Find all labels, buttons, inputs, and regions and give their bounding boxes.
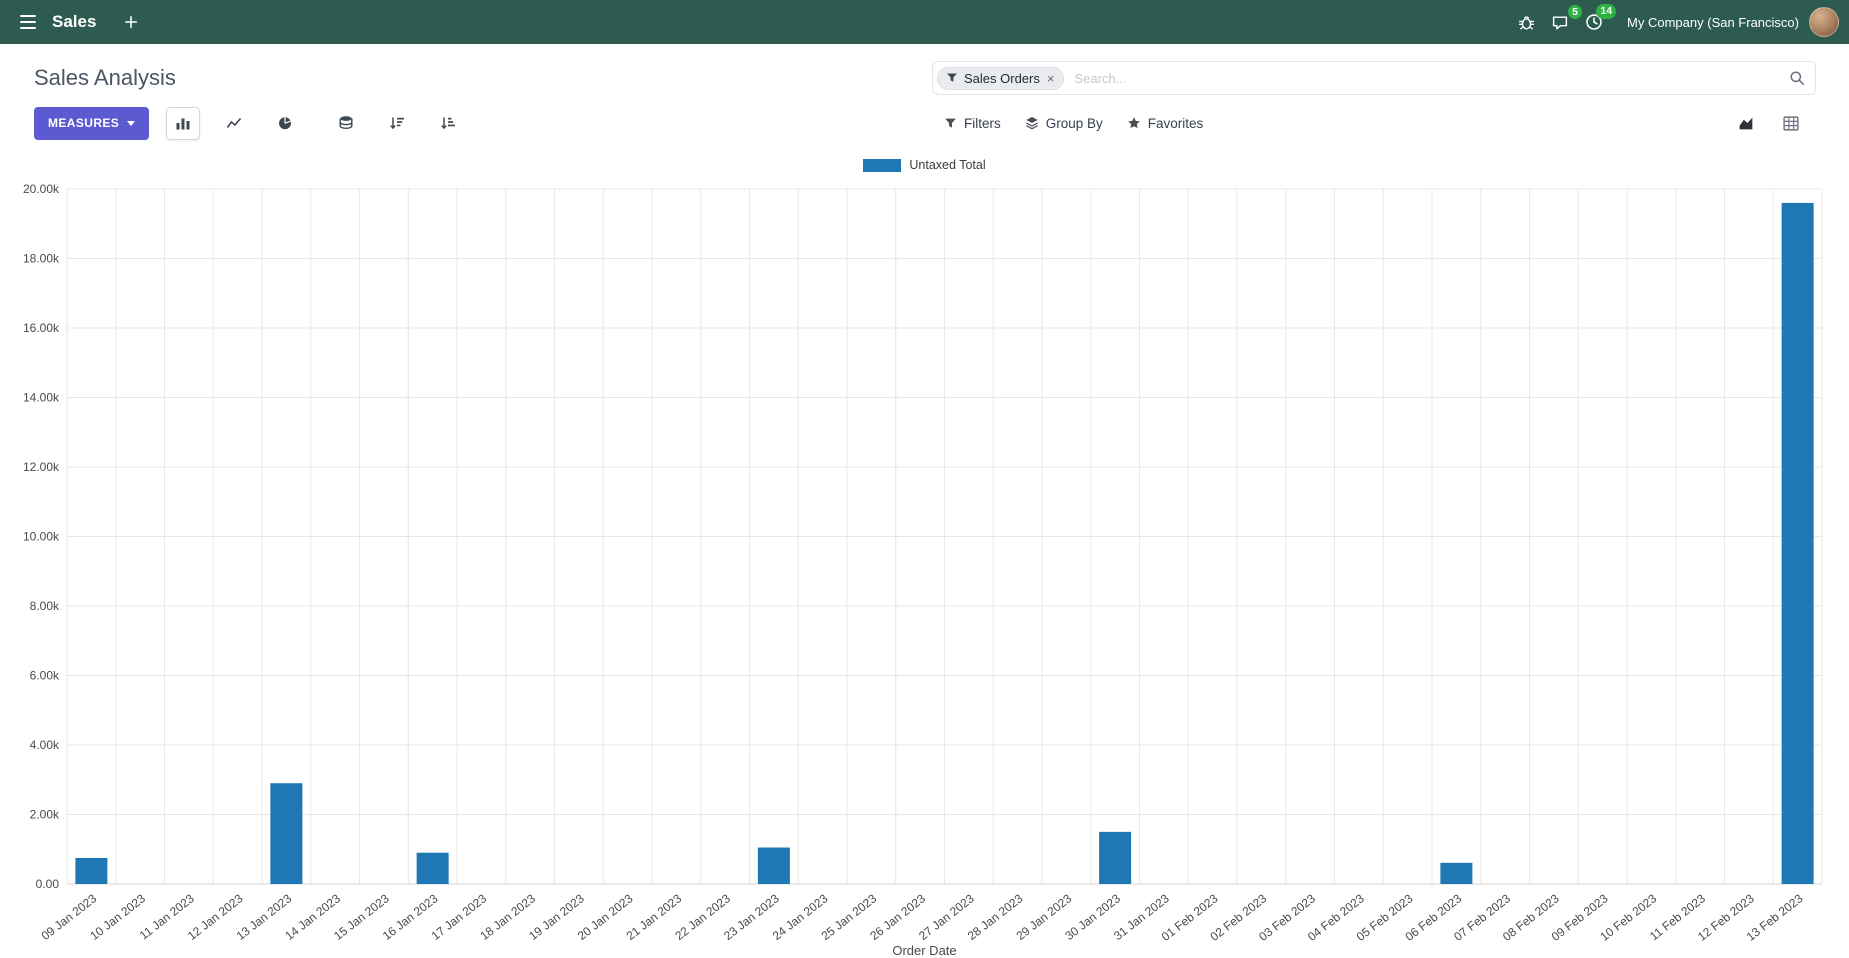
sort-ascending-button[interactable] [431, 107, 465, 140]
bar[interactable] [1781, 202, 1814, 884]
group-by-label: Group By [1045, 115, 1103, 131]
activities-button[interactable]: 14 [1579, 4, 1617, 37]
activities-badge: 14 [1596, 4, 1617, 19]
chart-legend[interactable]: Untaxed Total [0, 157, 1849, 173]
legend-label: Untaxed Total [909, 158, 986, 172]
top-nav: Sales 5 14 M [0, 0, 1849, 44]
y-tick-label: 16.00k [23, 321, 60, 335]
line-chart-mode-button[interactable] [217, 107, 251, 140]
nav-left: Sales [14, 9, 144, 35]
pie-chart-mode-button[interactable] [268, 107, 302, 140]
favorites-label: Favorites [1147, 115, 1204, 131]
bar[interactable] [1440, 862, 1473, 884]
user-menu[interactable]: My Company (San Francisco) [1627, 7, 1839, 37]
clock-icon [1586, 14, 1602, 30]
star-icon [1128, 117, 1140, 129]
caret-down-icon [127, 120, 136, 126]
graph-view-button[interactable] [1733, 111, 1760, 136]
sort-desc-icon [390, 117, 405, 130]
plus-button[interactable] [118, 9, 144, 35]
breadcrumb-row: Sales Analysis Sales Orders × [34, 58, 1816, 98]
bug-icon [1519, 15, 1534, 30]
line-chart-icon [227, 117, 242, 128]
search-bar[interactable]: Sales Orders × [932, 61, 1816, 95]
company-name: My Company (San Francisco) [1627, 14, 1799, 30]
bar[interactable] [270, 783, 303, 884]
y-tick-label: 2.00k [30, 808, 60, 822]
avatar [1809, 7, 1839, 37]
filters-button[interactable]: Filters [932, 108, 1013, 139]
sales-analysis-bar-chart: 0.00 2.00k 4.00k 6.00k 8.00k 10.00k 12.00k 14.0… [23, 183, 1823, 943]
group-by-button[interactable]: Group By [1013, 108, 1115, 139]
main-content: Sales Analysis Sales Orders × MEASURE [0, 44, 1849, 958]
y-tick-label: 0.00 [36, 877, 60, 891]
messages-button[interactable]: 5 [1545, 4, 1583, 37]
bar-chart-mode-button[interactable] [166, 106, 201, 140]
y-tick-label: 14.00k [23, 391, 60, 405]
y-tick-label: 12.00k [23, 460, 60, 474]
y-tick-label: 10.00k [23, 530, 60, 544]
stacked-toggle-button[interactable] [329, 107, 363, 140]
chart-area: Untaxed Total 0.00 2.00k 4.00k 6.00k 8.00k 10… [0, 157, 1849, 958]
chat-icon [1552, 15, 1568, 29]
app-name[interactable]: Sales [52, 12, 97, 31]
plus-icon [125, 15, 138, 29]
filters-label: Filters [964, 115, 1001, 131]
sort-asc-icon [441, 117, 456, 130]
facet-label: Sales Orders [964, 70, 1040, 86]
pivot-table-icon [1783, 115, 1799, 131]
debug-button[interactable] [1512, 8, 1541, 37]
y-tick-label: 6.00k [30, 669, 60, 683]
bar[interactable] [75, 857, 108, 884]
bar[interactable] [757, 847, 790, 884]
y-tick-label: 20.00k [23, 183, 60, 196]
database-icon [339, 116, 353, 130]
toolbar-row: MEASURES [34, 105, 1816, 141]
sort-descending-button[interactable] [380, 107, 414, 140]
y-tick-label: 18.00k [23, 252, 60, 266]
pivot-view-button[interactable] [1778, 111, 1804, 136]
search-options-group: Filters Group By Favorites [932, 105, 1215, 141]
nav-right: 5 14 My Company (San Francisco) [1512, 4, 1839, 37]
favorites-button[interactable]: Favorites [1115, 108, 1216, 139]
measures-label: MEASURES [48, 116, 120, 130]
search-icon[interactable] [1789, 70, 1805, 86]
area-chart-icon [1739, 117, 1753, 129]
x-axis-title: Order Date [892, 943, 957, 958]
hamburger-icon [20, 15, 36, 29]
bar[interactable] [1099, 831, 1132, 884]
y-tick-label: 4.00k [30, 738, 60, 752]
pie-chart-icon [279, 117, 292, 130]
measures-button[interactable]: MEASURES [34, 106, 150, 140]
bar-chart-icon [176, 118, 190, 130]
y-tick-label: 8.00k [30, 599, 60, 613]
page-title: Sales Analysis [34, 65, 176, 90]
filter-icon [945, 118, 956, 128]
apps-menu-button[interactable] [14, 9, 42, 35]
legend-swatch [863, 158, 902, 172]
search-input[interactable] [1064, 70, 1789, 86]
bar[interactable] [416, 852, 449, 884]
view-switcher [1733, 111, 1816, 136]
search-facet[interactable]: Sales Orders × [937, 66, 1065, 90]
layers-icon [1025, 116, 1038, 130]
messages-badge: 5 [1568, 4, 1583, 19]
control-panel: Sales Analysis Sales Orders × MEASURE [0, 44, 1849, 141]
facet-remove-button[interactable]: × [1046, 70, 1055, 86]
filter-icon [947, 73, 957, 82]
